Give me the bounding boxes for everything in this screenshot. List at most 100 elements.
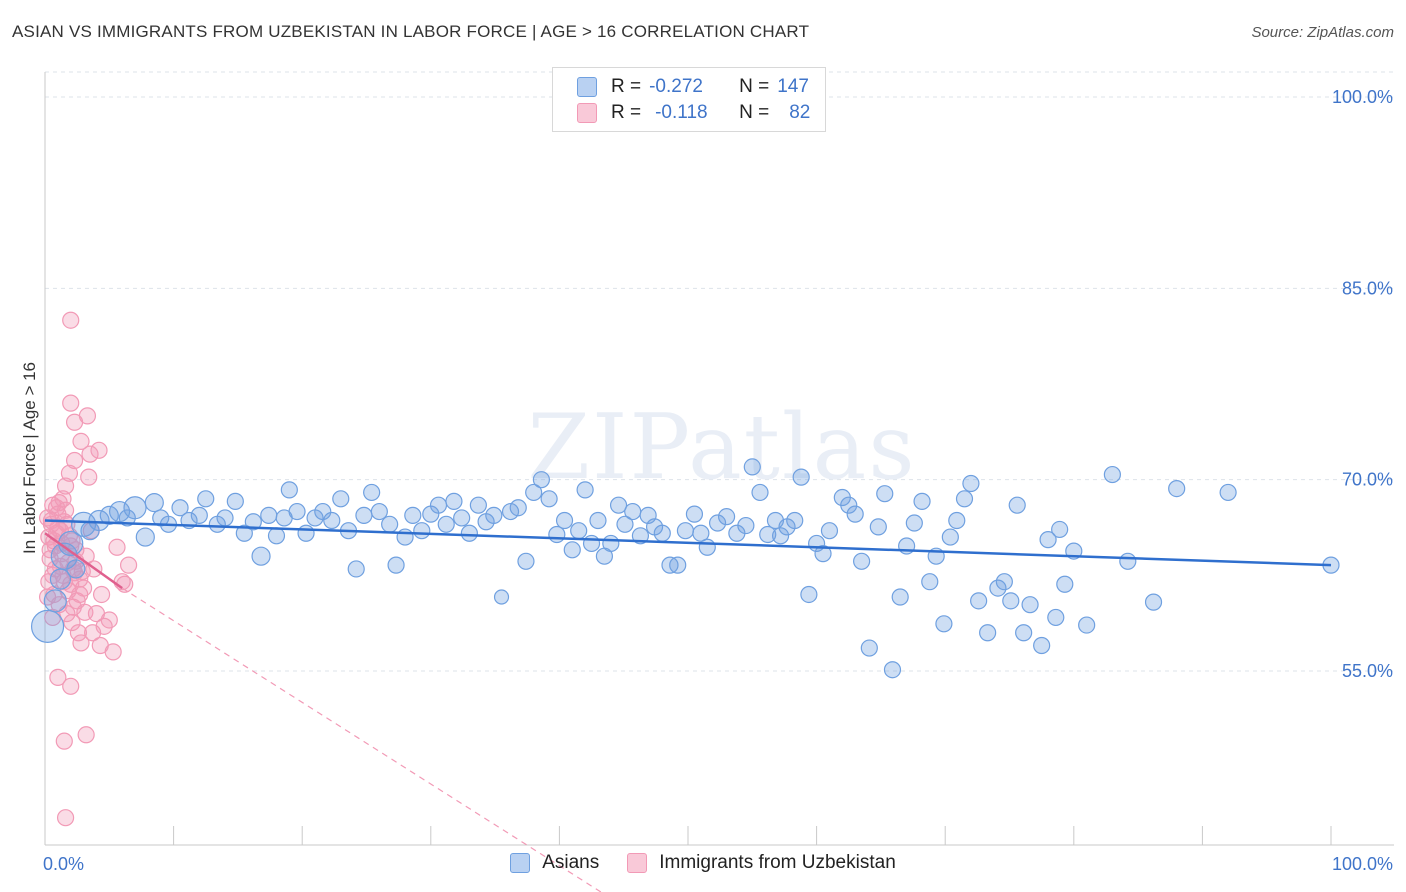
uzbek-point	[119, 556, 138, 574]
asian-point	[708, 514, 727, 532]
asian-point	[883, 661, 902, 679]
asian-point	[1103, 465, 1121, 484]
asian-point	[786, 511, 804, 530]
y-tick-label: 100.0%	[1332, 87, 1393, 107]
asian-point	[297, 524, 315, 542]
uzbek-point	[60, 464, 79, 482]
uzbek-point	[50, 494, 68, 512]
uzbek-point	[41, 541, 59, 559]
asian-point	[244, 513, 262, 531]
asian-point	[1051, 520, 1069, 539]
asian-point	[616, 515, 634, 533]
asian-point	[1056, 575, 1074, 593]
asian-point	[955, 490, 974, 508]
asian-point	[979, 624, 997, 642]
asian-point	[469, 496, 487, 514]
asian-point	[962, 474, 980, 493]
asian-point	[30, 609, 65, 643]
asian-point	[226, 492, 244, 510]
asian-point	[216, 509, 234, 527]
asian-point	[751, 483, 769, 502]
asians-swatch	[577, 77, 597, 97]
asian-point	[624, 502, 642, 521]
asian-point	[267, 527, 286, 545]
asian-point	[1047, 608, 1065, 627]
uzbek-point	[56, 477, 75, 495]
asian-point	[1168, 479, 1186, 498]
uzbek-point	[69, 624, 88, 642]
asian-point	[437, 515, 455, 533]
asian-point	[792, 468, 810, 486]
uzbek-r-value: -0.118	[655, 102, 708, 123]
asian-point	[260, 506, 278, 524]
source-label: Source: ZipAtlas.com	[1251, 24, 1394, 41]
asian-point	[743, 458, 761, 476]
asian-point	[118, 509, 136, 527]
uzbek-point	[62, 394, 80, 412]
asian-point	[548, 525, 566, 544]
asian-point	[698, 538, 716, 556]
uzbek-point	[56, 809, 75, 827]
asian-point	[814, 545, 832, 563]
uzbek-legend-swatch	[627, 853, 648, 873]
uzbek-point	[81, 445, 99, 463]
asian-point	[995, 573, 1013, 591]
asian-point	[1039, 531, 1057, 549]
asian-point	[1033, 636, 1051, 655]
y-tick-label: 70.0%	[1342, 470, 1393, 490]
asian-point	[532, 471, 550, 489]
series-legend: Asians Immigrants from Uzbekistan	[0, 852, 1406, 874]
asian-point	[404, 506, 422, 524]
uzbek-point	[71, 585, 89, 604]
asian-point	[840, 496, 858, 514]
asian-point	[123, 496, 147, 520]
chart-title: ASIAN VS IMMIGRANTS FROM UZBEKISTAN IN L…	[12, 22, 810, 41]
asian-point	[905, 514, 923, 532]
uzbek-point	[76, 603, 94, 621]
asian-point	[941, 528, 959, 546]
correlation-legend: R = -0.272 N = 147 R = -0.118 N = 82	[552, 67, 826, 132]
asian-point	[555, 511, 574, 530]
asian-point	[921, 573, 939, 591]
asian-point	[323, 511, 341, 530]
asian-point	[1144, 593, 1163, 611]
uzbek-point	[108, 538, 126, 556]
asian-point	[280, 481, 298, 499]
asian-point	[88, 509, 110, 532]
asian-point	[1021, 596, 1039, 614]
asian-point	[989, 579, 1007, 597]
asian-point	[869, 518, 887, 536]
asian-point	[190, 506, 208, 524]
legend-row-asians: R = -0.272 N = 147	[577, 75, 809, 99]
uzbek-point	[100, 611, 118, 629]
uzbek-point	[83, 624, 102, 642]
asian-point	[517, 552, 535, 570]
asian-point	[1008, 496, 1026, 514]
asian-point	[771, 527, 790, 545]
asian-point	[759, 525, 777, 544]
asian-point	[948, 511, 966, 530]
legend-item-uzbek[interactable]: Immigrants from Uzbekistan	[627, 852, 896, 874]
uzbek-point	[65, 451, 84, 470]
uzbek-n-label: N =	[739, 102, 770, 123]
uzbek-point	[49, 668, 67, 686]
asians-legend-label: Asians	[542, 852, 600, 873]
legend-row-uzbek: R = -0.118 N = 82	[577, 101, 810, 125]
asian-point	[653, 524, 671, 542]
asian-point	[669, 556, 687, 574]
asian-point	[396, 528, 414, 546]
asian-point	[1219, 483, 1237, 502]
legend-item-asians[interactable]: Asians	[510, 852, 599, 874]
asians-n-label: N =	[739, 76, 770, 97]
uzbek-trend-line	[44, 532, 123, 590]
asian-point	[381, 515, 399, 533]
asian-point	[1002, 592, 1020, 610]
x-tick-label-min: 0.0%	[43, 854, 84, 874]
asian-point	[853, 552, 871, 570]
asian-point	[846, 505, 864, 523]
asian-point	[602, 534, 620, 553]
axes	[44, 72, 1394, 846]
uzbek-point	[78, 407, 97, 425]
y-tick-label: 85.0%	[1342, 278, 1393, 298]
asian-point	[1015, 624, 1033, 642]
